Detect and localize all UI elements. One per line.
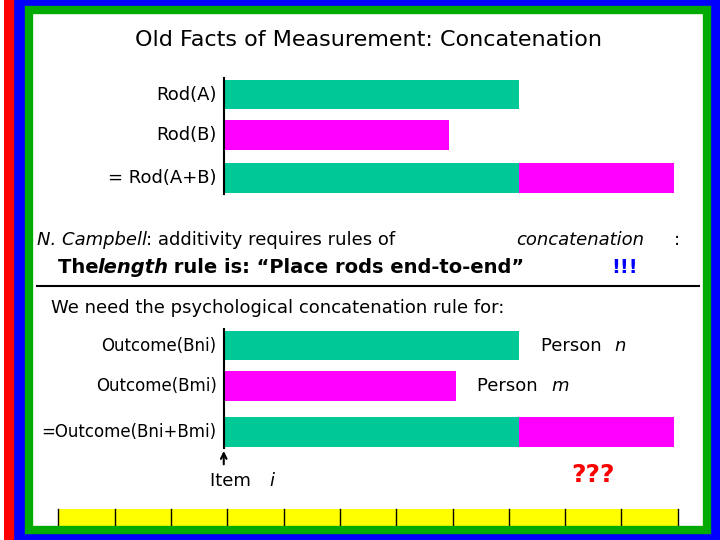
Text: Person: Person [477,377,544,395]
Bar [224,330,519,361]
Text: =Outcome(Bni+Bmi): =Outcome(Bni+Bmi) [42,423,217,441]
Text: concatenation: concatenation [516,231,644,249]
Bar [224,163,519,193]
Text: Outcome(Bmi): Outcome(Bmi) [96,377,217,395]
Bar [519,163,674,193]
Text: Outcome(Bni): Outcome(Bni) [102,336,217,355]
Text: We need the psychological concatenation rule for:: We need the psychological concatenation … [51,299,505,317]
Text: i: i [269,471,274,490]
Bar [224,80,519,110]
Text: ???: ??? [572,463,615,487]
Text: Item: Item [210,471,256,490]
Text: length: length [97,258,168,277]
Bar [224,372,456,401]
Text: = Rod(A+B): = Rod(A+B) [108,169,217,187]
Text: Old Facts of Measurement: Concatenation: Old Facts of Measurement: Concatenation [135,30,601,51]
Text: Person: Person [541,336,607,355]
Text: Rod(A): Rod(A) [156,85,217,104]
Text: The: The [58,258,106,277]
Text: :: : [674,231,680,249]
Text: m: m [551,377,569,395]
Text: n: n [614,336,626,355]
Bar [58,509,678,528]
Bar [519,417,674,447]
Bar [224,120,449,150]
Text: Rod(B): Rod(B) [156,126,217,144]
Text: : additivity requires rules of: : additivity requires rules of [146,231,401,249]
Bar [224,417,519,447]
Text: N. Campbell: N. Campbell [37,231,147,249]
Text: rule is: “Place rods end-to-end”: rule is: “Place rods end-to-end” [168,258,531,277]
Text: !!!: !!! [611,258,637,277]
